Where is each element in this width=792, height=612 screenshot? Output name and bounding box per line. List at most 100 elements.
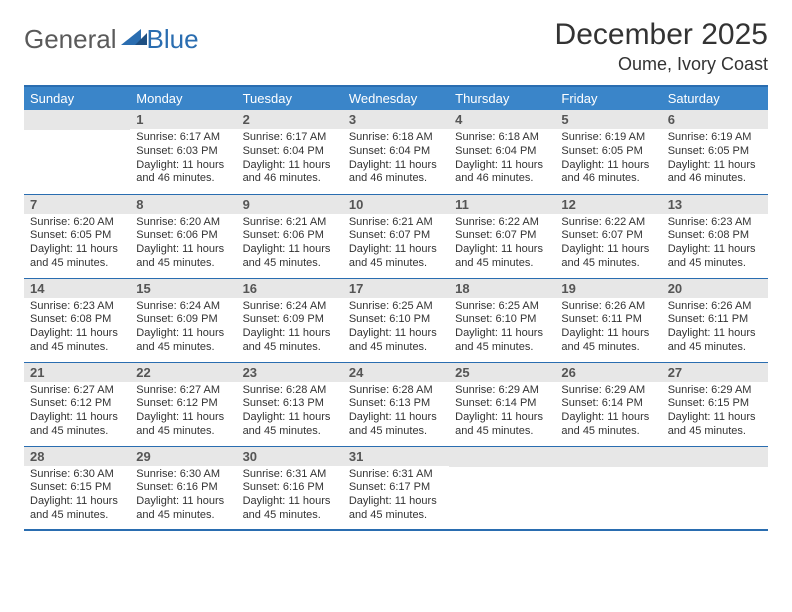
calendar-cell: 29Sunrise: 6:30 AMSunset: 6:16 PMDayligh… <box>130 446 236 530</box>
calendar-row: 21Sunrise: 6:27 AMSunset: 6:12 PMDayligh… <box>24 362 768 446</box>
day-info: Sunrise: 6:22 AMSunset: 6:07 PMDaylight:… <box>449 214 555 275</box>
logo-text-blue: Blue <box>147 24 199 55</box>
header: General Blue December 2025 Oume, Ivory C… <box>24 18 768 75</box>
calendar-cell: 28Sunrise: 6:30 AMSunset: 6:15 PMDayligh… <box>24 446 130 530</box>
calendar-cell: 14Sunrise: 6:23 AMSunset: 6:08 PMDayligh… <box>24 278 130 362</box>
day-info: Sunrise: 6:30 AMSunset: 6:15 PMDaylight:… <box>24 466 130 527</box>
calendar-cell: 10Sunrise: 6:21 AMSunset: 6:07 PMDayligh… <box>343 194 449 278</box>
day-number: 4 <box>449 110 555 129</box>
location: Oume, Ivory Coast <box>555 54 768 75</box>
day-info: Sunrise: 6:20 AMSunset: 6:06 PMDaylight:… <box>130 214 236 275</box>
calendar-cell <box>449 446 555 530</box>
day-info: Sunrise: 6:31 AMSunset: 6:17 PMDaylight:… <box>343 466 449 527</box>
calendar-cell: 18Sunrise: 6:25 AMSunset: 6:10 PMDayligh… <box>449 278 555 362</box>
day-number-empty <box>662 447 768 467</box>
calendar-cell: 1Sunrise: 6:17 AMSunset: 6:03 PMDaylight… <box>130 110 236 194</box>
day-info: Sunrise: 6:21 AMSunset: 6:06 PMDaylight:… <box>237 214 343 275</box>
day-number-empty <box>449 447 555 467</box>
day-info: Sunrise: 6:25 AMSunset: 6:10 PMDaylight:… <box>449 298 555 359</box>
day-info: Sunrise: 6:29 AMSunset: 6:14 PMDaylight:… <box>449 382 555 443</box>
day-number: 3 <box>343 110 449 129</box>
day-info: Sunrise: 6:29 AMSunset: 6:14 PMDaylight:… <box>555 382 661 443</box>
day-number: 23 <box>237 363 343 382</box>
day-number: 14 <box>24 279 130 298</box>
logo-text-general: General <box>24 24 117 55</box>
calendar-cell: 8Sunrise: 6:20 AMSunset: 6:06 PMDaylight… <box>130 194 236 278</box>
calendar-cell: 7Sunrise: 6:20 AMSunset: 6:05 PMDaylight… <box>24 194 130 278</box>
day-number: 28 <box>24 447 130 466</box>
calendar-cell: 23Sunrise: 6:28 AMSunset: 6:13 PMDayligh… <box>237 362 343 446</box>
month-title: December 2025 <box>555 18 768 52</box>
day-number: 17 <box>343 279 449 298</box>
weekday-header: Tuesday <box>237 86 343 110</box>
calendar-cell: 20Sunrise: 6:26 AMSunset: 6:11 PMDayligh… <box>662 278 768 362</box>
day-number: 6 <box>662 110 768 129</box>
calendar-row: 7Sunrise: 6:20 AMSunset: 6:05 PMDaylight… <box>24 194 768 278</box>
day-number: 12 <box>555 195 661 214</box>
calendar-cell: 30Sunrise: 6:31 AMSunset: 6:16 PMDayligh… <box>237 446 343 530</box>
day-number: 27 <box>662 363 768 382</box>
day-info: Sunrise: 6:31 AMSunset: 6:16 PMDaylight:… <box>237 466 343 527</box>
calendar-cell: 5Sunrise: 6:19 AMSunset: 6:05 PMDaylight… <box>555 110 661 194</box>
calendar-cell: 12Sunrise: 6:22 AMSunset: 6:07 PMDayligh… <box>555 194 661 278</box>
calendar-table: SundayMondayTuesdayWednesdayThursdayFrid… <box>24 85 768 531</box>
calendar-cell: 15Sunrise: 6:24 AMSunset: 6:09 PMDayligh… <box>130 278 236 362</box>
day-info: Sunrise: 6:24 AMSunset: 6:09 PMDaylight:… <box>130 298 236 359</box>
day-info: Sunrise: 6:27 AMSunset: 6:12 PMDaylight:… <box>130 382 236 443</box>
day-info: Sunrise: 6:19 AMSunset: 6:05 PMDaylight:… <box>555 129 661 190</box>
day-number: 9 <box>237 195 343 214</box>
calendar-cell: 25Sunrise: 6:29 AMSunset: 6:14 PMDayligh… <box>449 362 555 446</box>
weekday-header: Sunday <box>24 86 130 110</box>
calendar-cell: 13Sunrise: 6:23 AMSunset: 6:08 PMDayligh… <box>662 194 768 278</box>
day-number: 31 <box>343 447 449 466</box>
day-number: 21 <box>24 363 130 382</box>
calendar-cell: 31Sunrise: 6:31 AMSunset: 6:17 PMDayligh… <box>343 446 449 530</box>
day-number: 10 <box>343 195 449 214</box>
day-info: Sunrise: 6:18 AMSunset: 6:04 PMDaylight:… <box>343 129 449 190</box>
calendar-cell: 27Sunrise: 6:29 AMSunset: 6:15 PMDayligh… <box>662 362 768 446</box>
day-info: Sunrise: 6:23 AMSunset: 6:08 PMDaylight:… <box>662 214 768 275</box>
calendar-cell: 4Sunrise: 6:18 AMSunset: 6:04 PMDaylight… <box>449 110 555 194</box>
calendar-cell: 26Sunrise: 6:29 AMSunset: 6:14 PMDayligh… <box>555 362 661 446</box>
calendar-cell: 6Sunrise: 6:19 AMSunset: 6:05 PMDaylight… <box>662 110 768 194</box>
weekday-header: Friday <box>555 86 661 110</box>
day-info: Sunrise: 6:26 AMSunset: 6:11 PMDaylight:… <box>662 298 768 359</box>
day-number: 18 <box>449 279 555 298</box>
day-number: 24 <box>343 363 449 382</box>
day-number: 1 <box>130 110 236 129</box>
weekday-header: Saturday <box>662 86 768 110</box>
title-block: December 2025 Oume, Ivory Coast <box>555 18 768 75</box>
day-info: Sunrise: 6:26 AMSunset: 6:11 PMDaylight:… <box>555 298 661 359</box>
day-number: 25 <box>449 363 555 382</box>
logo-flag-icon <box>121 27 147 52</box>
day-number: 5 <box>555 110 661 129</box>
day-info: Sunrise: 6:23 AMSunset: 6:08 PMDaylight:… <box>24 298 130 359</box>
weekday-header: Monday <box>130 86 236 110</box>
day-info: Sunrise: 6:29 AMSunset: 6:15 PMDaylight:… <box>662 382 768 443</box>
day-number: 7 <box>24 195 130 214</box>
day-number: 15 <box>130 279 236 298</box>
calendar-row: 1Sunrise: 6:17 AMSunset: 6:03 PMDaylight… <box>24 110 768 194</box>
logo: General Blue <box>24 18 199 55</box>
calendar-cell: 11Sunrise: 6:22 AMSunset: 6:07 PMDayligh… <box>449 194 555 278</box>
calendar-cell: 2Sunrise: 6:17 AMSunset: 6:04 PMDaylight… <box>237 110 343 194</box>
day-number: 16 <box>237 279 343 298</box>
calendar-cell: 22Sunrise: 6:27 AMSunset: 6:12 PMDayligh… <box>130 362 236 446</box>
calendar-cell: 16Sunrise: 6:24 AMSunset: 6:09 PMDayligh… <box>237 278 343 362</box>
day-info: Sunrise: 6:24 AMSunset: 6:09 PMDaylight:… <box>237 298 343 359</box>
day-info: Sunrise: 6:25 AMSunset: 6:10 PMDaylight:… <box>343 298 449 359</box>
day-number: 13 <box>662 195 768 214</box>
day-info: Sunrise: 6:21 AMSunset: 6:07 PMDaylight:… <box>343 214 449 275</box>
day-number: 8 <box>130 195 236 214</box>
day-number: 22 <box>130 363 236 382</box>
day-number-empty <box>555 447 661 467</box>
day-number: 11 <box>449 195 555 214</box>
day-number: 29 <box>130 447 236 466</box>
day-info: Sunrise: 6:18 AMSunset: 6:04 PMDaylight:… <box>449 129 555 190</box>
calendar-body: 1Sunrise: 6:17 AMSunset: 6:03 PMDaylight… <box>24 110 768 530</box>
day-number: 20 <box>662 279 768 298</box>
calendar-cell: 3Sunrise: 6:18 AMSunset: 6:04 PMDaylight… <box>343 110 449 194</box>
day-info: Sunrise: 6:19 AMSunset: 6:05 PMDaylight:… <box>662 129 768 190</box>
day-info: Sunrise: 6:28 AMSunset: 6:13 PMDaylight:… <box>237 382 343 443</box>
day-info: Sunrise: 6:27 AMSunset: 6:12 PMDaylight:… <box>24 382 130 443</box>
